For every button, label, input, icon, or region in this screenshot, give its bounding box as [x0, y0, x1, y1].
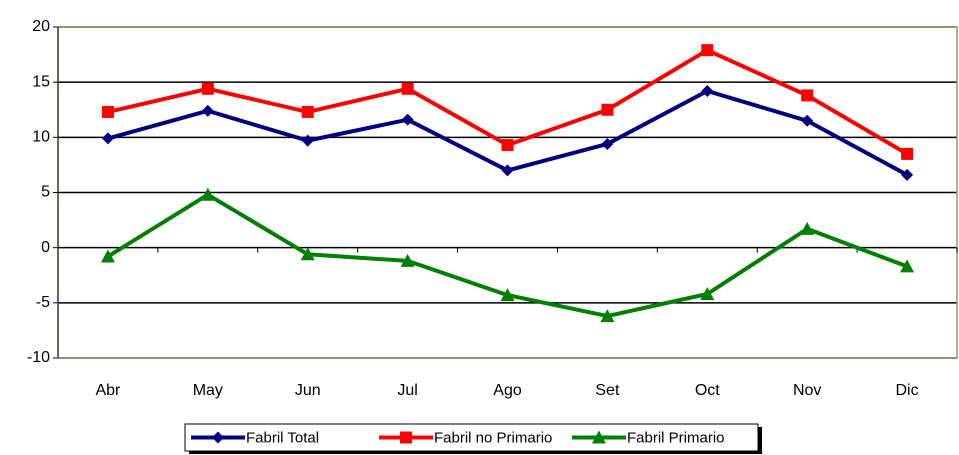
data-point	[401, 82, 414, 95]
data-point	[500, 288, 515, 302]
legend-marker	[212, 431, 224, 444]
data-point	[201, 104, 214, 117]
data-point	[100, 249, 115, 263]
data-point	[300, 247, 315, 261]
x-tick-label: Dic	[896, 382, 919, 399]
data-point	[501, 139, 514, 152]
data-point	[601, 137, 614, 150]
series-line	[107, 88, 909, 177]
x-tick-label: May	[193, 382, 223, 399]
y-tick-label: -5	[36, 294, 50, 311]
data-point	[601, 103, 614, 116]
data-point	[701, 44, 714, 57]
legend-box	[184, 423, 759, 452]
data-point	[501, 164, 514, 177]
data-point	[101, 105, 114, 118]
legend-label: Fabril Primario	[627, 429, 725, 446]
y-tick-label: 0	[41, 239, 50, 256]
data-point	[801, 114, 814, 127]
y-tick-label: 5	[41, 184, 50, 201]
data-point	[301, 134, 314, 147]
x-tick-label: Jul	[397, 382, 417, 399]
data-point	[301, 105, 314, 118]
data-point	[901, 147, 914, 160]
x-tick-label: Jun	[295, 382, 321, 399]
legend-marker	[592, 430, 606, 444]
data-point	[901, 168, 914, 181]
legend-marker	[400, 431, 412, 444]
x-tick-label: Ago	[493, 382, 522, 399]
data-point	[201, 82, 214, 95]
legend-label: Fabril no Primario	[434, 429, 552, 446]
y-tick-label: 20	[32, 18, 50, 35]
data-point	[701, 84, 714, 97]
data-point	[900, 259, 915, 273]
data-point	[801, 89, 814, 102]
data-point	[101, 132, 114, 145]
data-point	[401, 113, 414, 126]
data-point	[700, 287, 715, 301]
series-line	[107, 48, 909, 156]
data-point	[600, 309, 615, 323]
data-point	[200, 187, 215, 201]
legend-label: Fabril Total	[246, 429, 319, 446]
y-tick-label: -10	[27, 349, 50, 366]
data-point	[400, 253, 415, 267]
x-tick-label: Oct	[695, 382, 720, 399]
x-tick-label: Nov	[793, 382, 821, 399]
y-tick-label: 10	[32, 129, 50, 146]
x-tick-label: Set	[595, 382, 620, 399]
data-point	[800, 221, 815, 235]
x-tick-label: Abr	[95, 382, 121, 399]
y-tick-label: 15	[32, 73, 50, 90]
